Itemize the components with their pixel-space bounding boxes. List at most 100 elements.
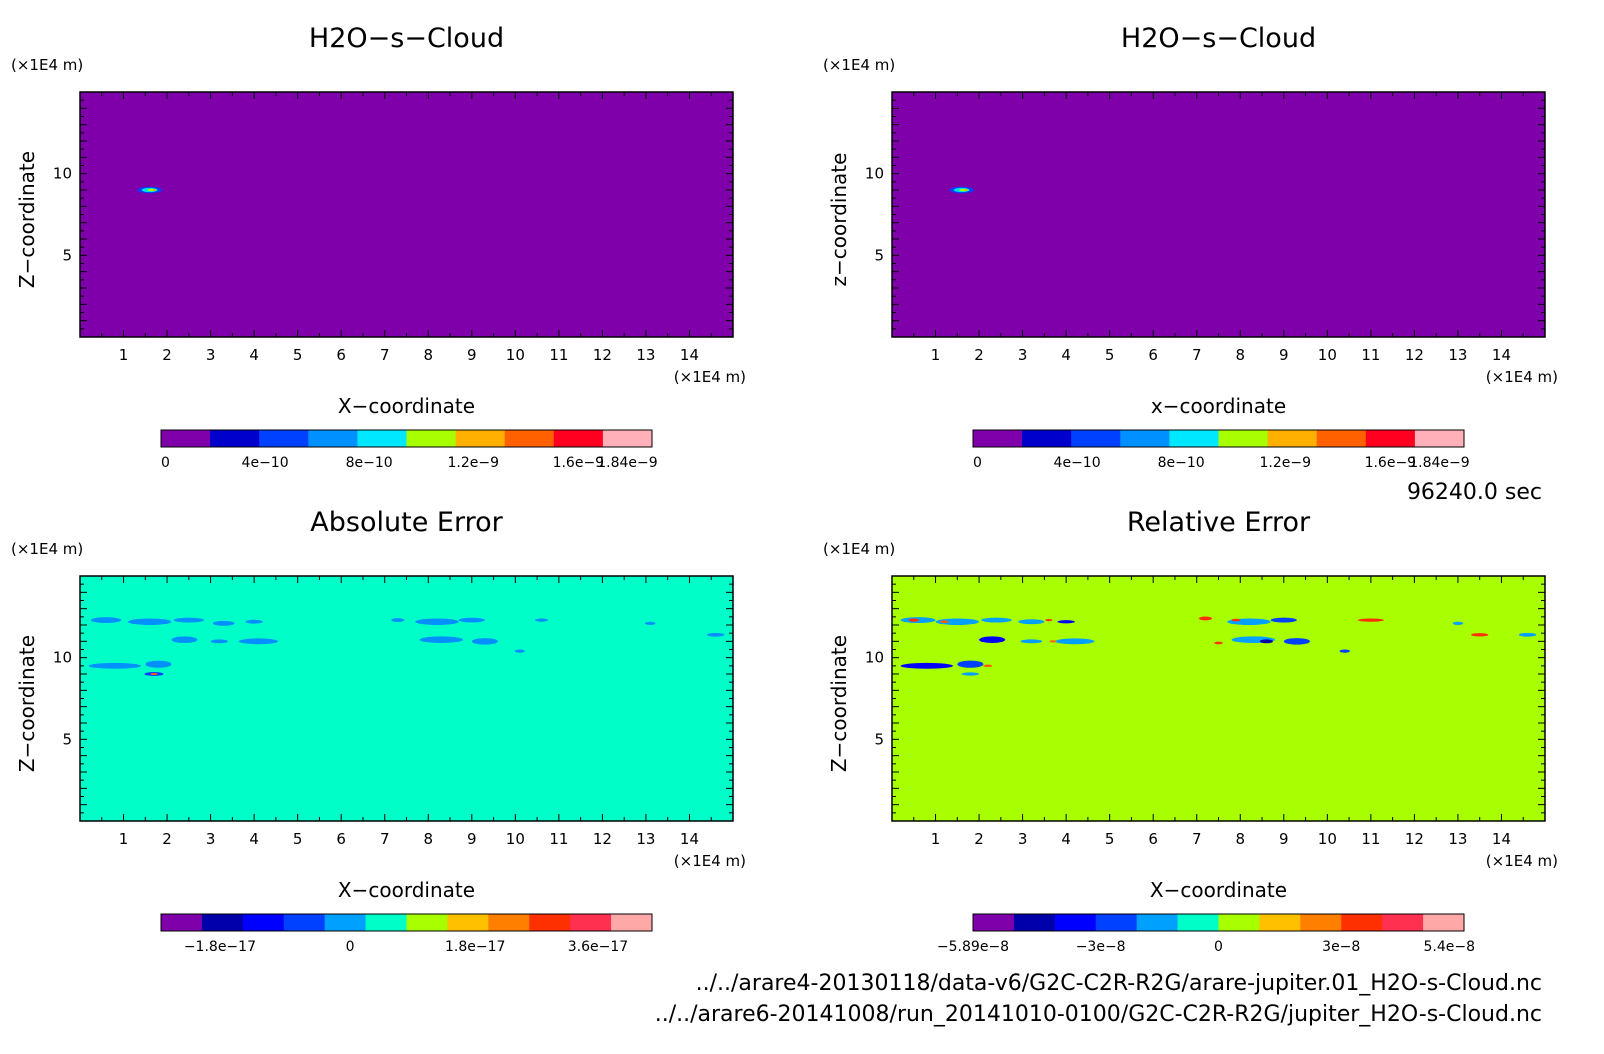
colorbar-tick-label: 0 (161, 455, 170, 471)
heatmap-blob-4 (939, 620, 949, 624)
x-tick-label: 8 (423, 830, 433, 848)
colorbar-swatch-11 (570, 914, 612, 931)
y-tick-label: 5 (62, 246, 72, 264)
colorbar-tick-label: −5.89e−8 (937, 939, 1009, 955)
x-tick-label: 5 (1105, 830, 1115, 848)
plot-background (80, 576, 733, 821)
x-tick-label: 3 (206, 830, 216, 848)
x-unit-label: (×1E4 m) (674, 368, 746, 386)
x-tick-label: 2 (162, 830, 172, 848)
heatmap-blob-4 (964, 189, 968, 191)
x-tick-label: 8 (1235, 830, 1245, 848)
x-tick-label: 11 (1361, 346, 1380, 364)
colorbar-swatch-1 (973, 430, 1023, 447)
colorbar-swatch-8 (1316, 430, 1367, 447)
heatmap-blob-21 (706, 632, 725, 637)
heatmap-blob-13 (391, 618, 405, 623)
x-tick-label: 9 (467, 346, 477, 364)
x-tick-label: 4 (1061, 830, 1071, 848)
colorbar-tick-label: −1.8e−17 (184, 939, 256, 955)
colorbar-swatch-12 (1423, 914, 1465, 931)
colorbar-swatch-4 (308, 430, 358, 447)
colorbar-swatch-8 (1259, 914, 1301, 931)
colorbar-swatch-5 (1169, 430, 1219, 447)
colorbar-swatch-1 (161, 430, 211, 447)
x-tick-label: 3 (1018, 830, 1028, 848)
x-tick-label: 12 (1405, 346, 1424, 364)
x-unit-label: (×1E4 m) (1486, 852, 1558, 870)
heatmap-blob-8 (1057, 620, 1075, 624)
heatmap-blob-6 (171, 636, 198, 643)
heatmap-features (137, 186, 162, 194)
y-axis-label: z−coordinate (827, 153, 851, 287)
x-tick-label: 1 (119, 830, 129, 848)
heatmap-blob-23 (1283, 638, 1310, 645)
colorbar-frame (160, 429, 653, 448)
x-tick-label: 2 (974, 830, 984, 848)
colorbar-swatch-6 (365, 914, 407, 931)
heatmap-blob-14 (957, 660, 984, 668)
x-tick-label: 7 (1192, 830, 1202, 848)
heatmap-blob-9 (88, 662, 141, 669)
footer-file-2: ../../arare6-20141008/run_20141010-0100/… (655, 1002, 1542, 1027)
x-tick-label: 14 (680, 346, 699, 364)
colorbar-tick-label: 4e−10 (242, 455, 289, 471)
colorbar-swatch-7 (1267, 430, 1318, 447)
x-tick-label: 7 (1192, 346, 1202, 364)
heatmap-blob-29 (1518, 632, 1537, 637)
heatmap-blob-17 (1198, 616, 1212, 621)
panel-3: Absolute Error(×1E4 m)1 2 3 4 5 6 7 8 9 10 11 12 13 1… (11, 507, 746, 955)
heatmap-blob-24 (1214, 641, 1223, 645)
colorbar-swatch-5 (324, 914, 367, 931)
heatmap-blob-7 (1045, 618, 1053, 622)
x-tick-label: 6 (336, 830, 346, 848)
chart-title: Relative Error (1127, 507, 1311, 538)
plot-background (892, 92, 1545, 337)
x-tick-label: 14 (1492, 830, 1511, 848)
colorbar-swatch-7 (455, 430, 506, 447)
panels-group: H2O−s−Cloud(×1E4 m)1 2 3 4 5 6 7 8 9 10 11 12 13 1451… (11, 23, 1558, 955)
panel-1: H2O−s−Cloud(×1E4 m)1 2 3 4 5 6 7 8 9 10 11 12 13 1451… (11, 23, 746, 471)
plot-background (80, 92, 733, 337)
heatmap-blob-18 (514, 649, 525, 653)
x-tick-label: 3 (206, 346, 216, 364)
y-tick-label: 10 (865, 165, 884, 183)
x-tick-label: 1 (931, 830, 941, 848)
heatmap-blob-14 (415, 618, 459, 625)
x-tick-label: 13 (1448, 830, 1467, 848)
heatmap-blob-20 (645, 621, 656, 625)
colorbar-tick-label: 8e−10 (1158, 455, 1205, 471)
x-tick-label: 8 (1235, 346, 1245, 364)
y-axis-label: Z−coordinate (15, 151, 39, 288)
colorbar-swatch-10 (602, 430, 653, 447)
colorbar-swatch-10 (1414, 430, 1465, 447)
colorbar-frame (972, 913, 1465, 932)
heatmap-blob-26 (1357, 618, 1384, 622)
x-tick-label: 5 (293, 346, 303, 364)
colorbar-frame (972, 429, 1465, 448)
x-tick-label: 2 (974, 346, 984, 364)
heatmap-blob-17 (471, 638, 498, 645)
colorbar-tick-label: 1.2e−9 (1260, 455, 1312, 471)
colorbar-swatch-1 (973, 914, 1015, 931)
x-tick-label: 12 (593, 830, 612, 848)
colorbar-tick-label: 5.4e−8 (1424, 939, 1476, 955)
x-tick-label: 4 (249, 830, 259, 848)
colorbar-tick-label: 1.84e−9 (597, 455, 657, 471)
colorbar-swatch-9 (1365, 430, 1416, 447)
heatmap-blob-19 (534, 618, 548, 622)
heatmap-blob-3 (173, 617, 205, 623)
x-unit-label: (×1E4 m) (674, 852, 746, 870)
x-tick-label: 12 (1405, 830, 1424, 848)
heatmap-blob-2 (908, 618, 919, 622)
heatmap-blob-22 (1259, 639, 1273, 644)
x-tick-label: 10 (506, 830, 525, 848)
colorbar-tick-label: 0 (1214, 939, 1223, 955)
colorbar-tick-label: 1.8e−17 (445, 939, 505, 955)
chart-title: H2O−s−Cloud (309, 23, 504, 54)
panel-2: H2O−s−Cloud(×1E4 m)1 2 3 4 5 6 7 8 9 10 11 12 13 1451… (823, 23, 1558, 471)
heatmap-blob-9 (979, 636, 1006, 643)
colorbar-swatch-4 (1120, 430, 1170, 447)
x-tick-label: 11 (549, 346, 568, 364)
colorbar-swatch-2 (1022, 430, 1072, 447)
